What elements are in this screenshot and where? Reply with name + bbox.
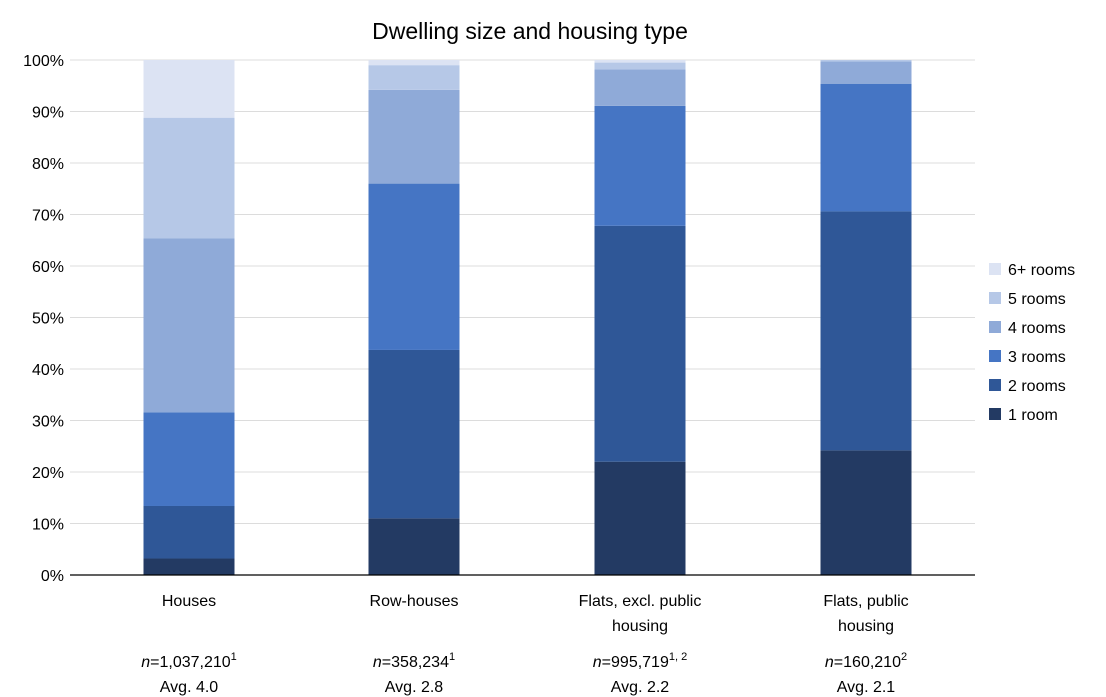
bar-segment <box>368 65 460 90</box>
legend-item: 2 rooms <box>989 378 1066 395</box>
legend-item: 3 rooms <box>989 349 1066 366</box>
bar-segment <box>594 60 686 63</box>
y-tick-label: 100% <box>23 53 64 70</box>
x-category-label: housing <box>838 618 894 635</box>
legend-swatch <box>989 292 1001 304</box>
bar-segment <box>368 60 460 66</box>
legend-label: 1 room <box>1008 407 1058 424</box>
x-category-sample-size: n=995,7191, 2 <box>593 651 687 671</box>
bar-segment <box>820 211 912 451</box>
bar-segment <box>820 60 912 62</box>
x-category-label: housing <box>612 618 668 635</box>
bar-segment <box>368 518 460 575</box>
legend-swatch <box>989 321 1001 333</box>
bar-segment <box>820 61 912 84</box>
chart-title: Dwelling size and housing type <box>372 18 688 44</box>
legend-label: 4 rooms <box>1008 320 1066 337</box>
bar-segment <box>368 349 460 519</box>
x-category-average: Avg. 2.1 <box>837 679 896 696</box>
legend-label: 2 rooms <box>1008 378 1066 395</box>
y-tick-label: 10% <box>32 517 64 534</box>
bar-segment <box>594 225 686 462</box>
legend-item: 1 room <box>989 407 1058 424</box>
bar-segment <box>594 69 686 106</box>
legend-swatch <box>989 408 1001 420</box>
x-axis: Houses n=1,037,2101 Avg. 4.0 Row-houses n=35… <box>70 574 975 696</box>
bar-segment <box>594 105 686 226</box>
legend-item: 4 rooms <box>989 320 1066 337</box>
legend-label: 3 rooms <box>1008 349 1066 366</box>
y-tick-label: 0% <box>41 568 64 585</box>
bar-segment <box>143 60 235 118</box>
y-tick-label: 30% <box>32 414 64 431</box>
legend: 6+ rooms 5 rooms 4 rooms 3 rooms 2 rooms 1 ro… <box>989 262 1075 424</box>
legend-swatch <box>989 263 1001 275</box>
bar-segment <box>143 117 235 239</box>
x-category-average: Avg. 4.0 <box>160 679 219 696</box>
bar-segment <box>820 450 912 575</box>
legend-label: 5 rooms <box>1008 291 1066 308</box>
y-axis: 0% 10% 20% 30% 40% 50% 60% 70% 80% 90% 100% <box>23 53 64 585</box>
bar-segment <box>143 412 235 506</box>
y-tick-label: 70% <box>32 208 64 225</box>
x-category-sample-size: n=1,037,2101 <box>141 651 237 671</box>
y-tick-label: 60% <box>32 259 64 276</box>
bar-segment <box>368 89 460 184</box>
x-category-average: Avg. 2.2 <box>611 679 670 696</box>
x-category-sample-size: n=358,2341 <box>373 651 455 671</box>
x-category-average: Avg. 2.8 <box>385 679 444 696</box>
y-tick-label: 20% <box>32 465 64 482</box>
y-tick-label: 90% <box>32 105 64 122</box>
bar-segment <box>594 62 686 70</box>
y-tick-label: 80% <box>32 156 64 173</box>
x-category-label: Flats, public <box>823 593 908 610</box>
legend-item: 5 rooms <box>989 291 1066 308</box>
bar-segment <box>594 461 686 575</box>
x-category-label: Row-houses <box>370 593 459 610</box>
x-category-label: Flats, excl. public <box>579 593 702 610</box>
bars <box>143 60 912 575</box>
y-tick-label: 40% <box>32 362 64 379</box>
bar-segment <box>820 83 912 212</box>
bar-segment <box>368 183 460 350</box>
y-tick-label: 50% <box>32 311 64 328</box>
x-category-label: Houses <box>162 593 216 610</box>
legend-label: 6+ rooms <box>1008 262 1075 279</box>
legend-swatch <box>989 350 1001 362</box>
x-category-sample-size: n=160,2102 <box>825 651 907 671</box>
bar-segment <box>143 558 235 575</box>
legend-item: 6+ rooms <box>989 262 1075 279</box>
legend-swatch <box>989 379 1001 391</box>
bar-segment <box>143 505 235 559</box>
bar-segment <box>143 238 235 413</box>
